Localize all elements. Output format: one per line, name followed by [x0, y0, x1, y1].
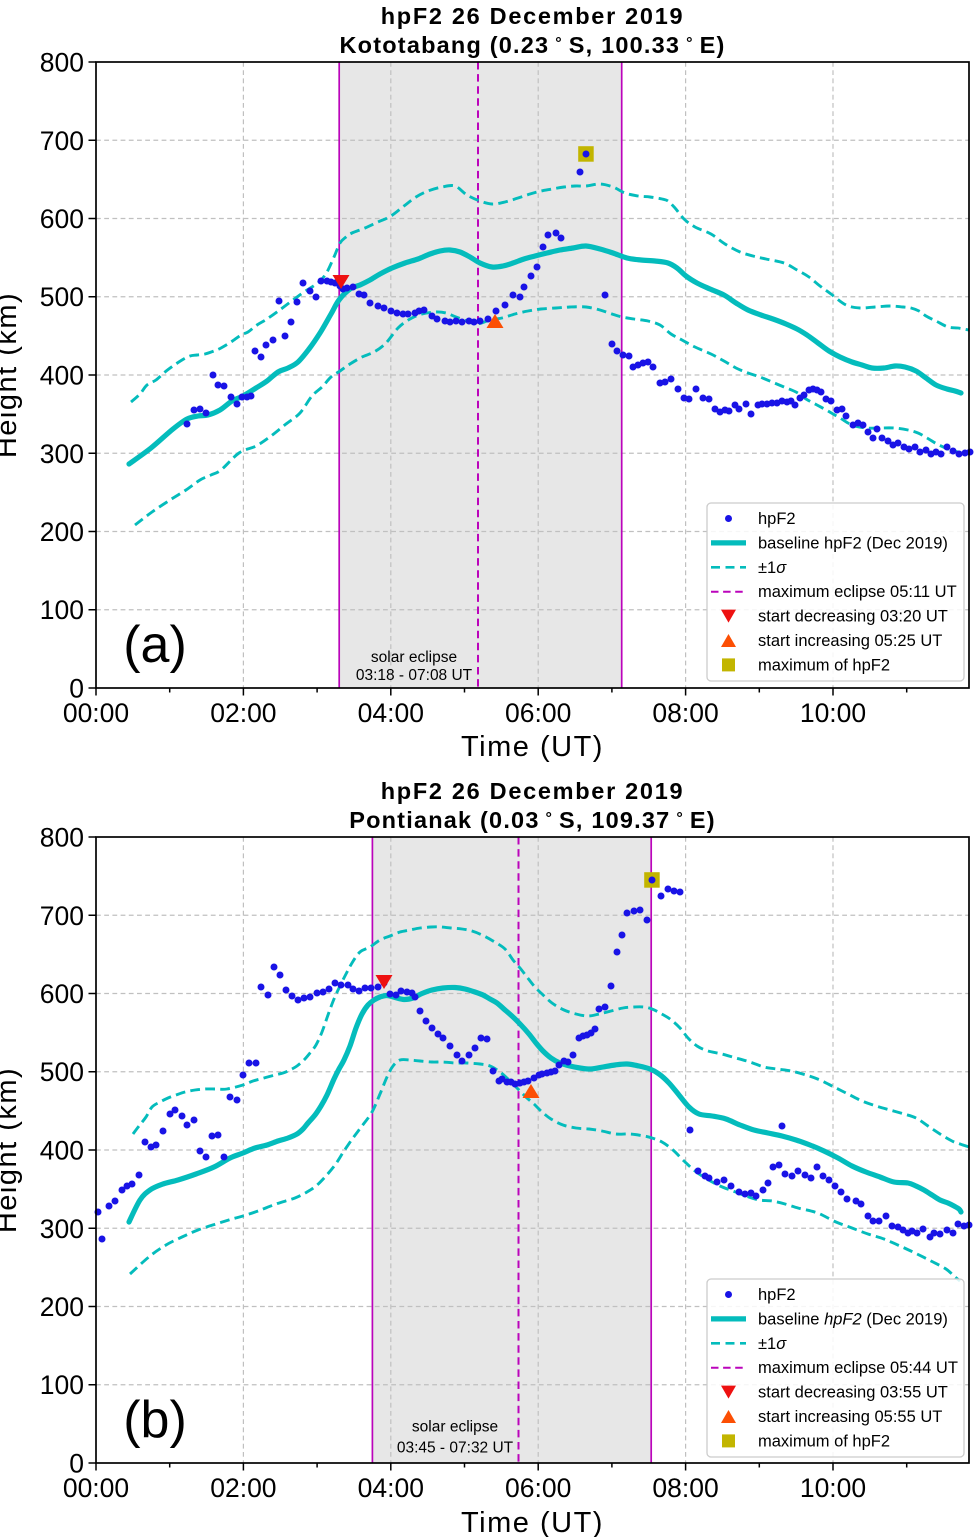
svg-text:08:00: 08:00 — [652, 698, 718, 728]
svg-text:700: 700 — [40, 901, 84, 931]
svg-text:start increasing 05:55 UT: start increasing 05:55 UT — [758, 1408, 942, 1426]
svg-text:Height (km): Height (km) — [0, 1067, 23, 1233]
svg-text:300: 300 — [40, 1214, 84, 1244]
svg-text:maximum of hpF2: maximum of hpF2 — [758, 656, 890, 674]
svg-text:Height (km): Height (km) — [0, 292, 23, 458]
svg-text:hpF2: hpF2 — [758, 510, 796, 528]
svg-text:600: 600 — [40, 979, 84, 1009]
svg-text:08:00: 08:00 — [652, 1473, 718, 1503]
svg-text:maximum of hpF2: maximum of hpF2 — [758, 1432, 890, 1450]
svg-text:Time (UT): Time (UT) — [461, 1507, 604, 1537]
svg-text:200: 200 — [40, 1292, 84, 1322]
svg-text:Kototabang (0.23 ° S, 100.33 °: Kototabang (0.23 ° S, 100.33 ° E) — [340, 32, 726, 58]
svg-text:Time (UT): Time (UT) — [461, 731, 604, 763]
svg-text:200: 200 — [40, 517, 84, 547]
svg-text:00:00: 00:00 — [63, 698, 129, 728]
svg-text:100: 100 — [40, 1370, 84, 1400]
svg-text:500: 500 — [40, 282, 84, 312]
svg-text:500: 500 — [40, 1057, 84, 1087]
svg-text:Pontianak (0.03 ° S, 109.37 °: Pontianak (0.03 ° S, 109.37 ° E) — [349, 807, 716, 833]
svg-text:maximum eclipse 05:44 UT: maximum eclipse 05:44 UT — [758, 1359, 958, 1377]
svg-text:400: 400 — [40, 1136, 84, 1166]
svg-text:06:00: 06:00 — [505, 698, 571, 728]
svg-text:700: 700 — [40, 126, 84, 156]
svg-text:hpF2: hpF2 — [758, 1286, 796, 1304]
svg-text:03:18 - 07:08 UT: 03:18 - 07:08 UT — [356, 667, 473, 684]
svg-text:03:45 - 07:32 UT: 03:45 - 07:32 UT — [397, 1440, 514, 1457]
svg-text:start decreasing 03:55 UT: start decreasing 03:55 UT — [758, 1384, 948, 1402]
svg-text:solar eclipse: solar eclipse — [412, 1419, 498, 1436]
svg-text:100: 100 — [40, 595, 84, 625]
svg-text:start decreasing 03:20 UT: start decreasing 03:20 UT — [758, 608, 948, 626]
svg-text:04:00: 04:00 — [358, 1473, 424, 1503]
svg-text:600: 600 — [40, 204, 84, 234]
svg-text:±1σ: ±1σ — [758, 1335, 787, 1353]
svg-text:baseline hpF2 (Dec 2019): baseline hpF2 (Dec 2019) — [758, 534, 948, 552]
svg-text:02:00: 02:00 — [210, 698, 276, 728]
svg-text:start increasing 05:25 UT: start increasing 05:25 UT — [758, 632, 942, 650]
svg-text:02:00: 02:00 — [210, 1473, 276, 1503]
svg-text:04:00: 04:00 — [358, 698, 424, 728]
svg-text:maximum eclipse 05:11 UT: maximum eclipse 05:11 UT — [758, 583, 957, 601]
svg-text:(a): (a) — [123, 616, 187, 674]
svg-text:(b): (b) — [123, 1391, 187, 1449]
svg-text:800: 800 — [40, 48, 84, 78]
svg-text:hpF2 26 December 2019: hpF2 26 December 2019 — [381, 778, 684, 804]
svg-text:10:00: 10:00 — [800, 1473, 866, 1503]
svg-text:06:00: 06:00 — [505, 1473, 571, 1503]
svg-text:±1σ: ±1σ — [758, 559, 787, 577]
svg-text:0: 0 — [69, 674, 84, 704]
svg-text:hpF2 26 December 2019: hpF2 26 December 2019 — [381, 3, 684, 29]
svg-text:800: 800 — [40, 823, 84, 853]
svg-text:400: 400 — [40, 361, 84, 391]
svg-text:solar eclipse: solar eclipse — [371, 649, 457, 666]
svg-text:00:00: 00:00 — [63, 1473, 129, 1503]
svg-text:baseline hpF2 (Dec 2019): baseline hpF2 (Dec 2019) — [758, 1310, 948, 1328]
svg-text:300: 300 — [40, 439, 84, 469]
svg-text:0: 0 — [69, 1449, 84, 1479]
svg-text:10:00: 10:00 — [800, 698, 866, 728]
